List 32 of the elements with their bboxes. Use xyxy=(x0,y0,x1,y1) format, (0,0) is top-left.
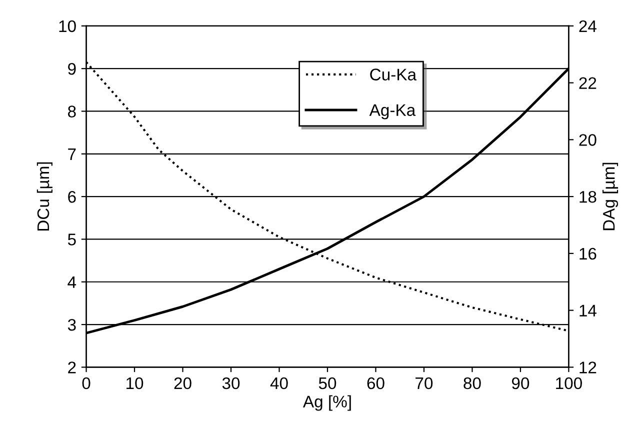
x-axis-title: Ag [%] xyxy=(302,395,351,411)
y-tick-label: 4 xyxy=(68,276,76,288)
y2-tick-label: 12 xyxy=(580,362,596,374)
y2-tick-label: 14 xyxy=(580,304,596,316)
y2-tick-label: 22 xyxy=(579,77,596,89)
x-tick-label: 80 xyxy=(464,377,481,390)
y-tick-label: 7 xyxy=(68,148,76,160)
y-tick-label: 9 xyxy=(68,62,76,75)
x-tick-label: 50 xyxy=(318,377,336,390)
x-tick-label: 20 xyxy=(174,377,192,390)
y2-tick-label: 16 xyxy=(580,248,596,260)
x-tick-label: 40 xyxy=(270,377,288,390)
x-tick-label: 70 xyxy=(416,377,433,390)
y-tick-label: 6 xyxy=(68,190,76,203)
y-tick-label: 10 xyxy=(59,20,76,32)
y2-tick-label: 20 xyxy=(579,134,596,146)
y2-tick-label: 24 xyxy=(579,20,596,32)
y-tick-label: 3 xyxy=(68,318,76,331)
legend-label: Ag-Ka xyxy=(369,104,416,120)
y-tick-label: 2 xyxy=(68,362,76,374)
x-tick-label: 90 xyxy=(512,377,530,390)
x-tick-label: 0 xyxy=(82,377,90,390)
y2-axis-title: DAg [µm] xyxy=(602,162,618,230)
y2-tick-label: 18 xyxy=(580,190,596,203)
y-tick-label: 8 xyxy=(68,106,76,118)
legend-label: Cu-Ka xyxy=(370,68,417,80)
x-tick-label: 60 xyxy=(367,377,384,390)
y-axis-title: DCu [µm] xyxy=(36,162,52,231)
x-tick-label: 100 xyxy=(556,377,582,390)
x-tick-label: 30 xyxy=(222,377,240,390)
x-tick-label: 10 xyxy=(126,377,144,390)
y-tick-label: 5 xyxy=(68,234,76,246)
